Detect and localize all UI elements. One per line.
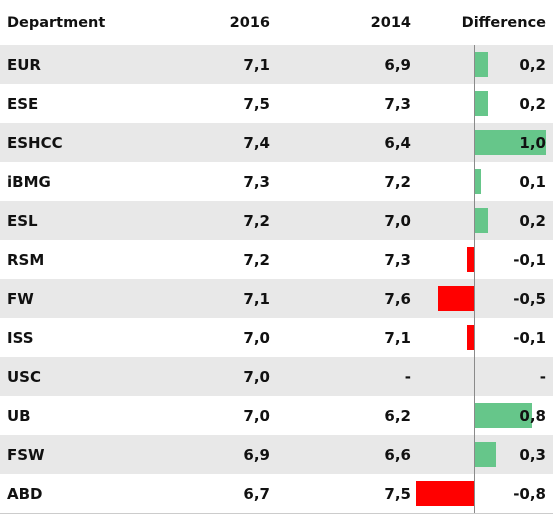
difference-bar-negative: [466, 247, 474, 272]
value-2016-cell: 6,7: [243, 484, 270, 503]
difference-cell: 1,0: [519, 133, 546, 152]
value-2014-cell: 7,3: [384, 94, 411, 113]
value-2014-cell: 7,5: [384, 484, 411, 503]
header-department: Department: [7, 14, 106, 31]
value-2014-cell: 7,0: [384, 211, 411, 230]
difference-bar-negative: [466, 325, 474, 350]
department-cell: ESE: [7, 94, 39, 113]
difference-bar-positive: [474, 442, 496, 467]
value-2016-cell: 7,2: [243, 211, 270, 230]
table-row: ESHCC 7,4 6,4 1,0: [0, 123, 553, 162]
department-cell: UB: [7, 406, 31, 425]
value-2016-cell: 7,4: [243, 133, 270, 152]
table-row: ISS 7,0 7,1 -0,1: [0, 318, 553, 357]
difference-cell: 0,2: [519, 211, 546, 230]
difference-cell: 0,1: [519, 172, 546, 191]
difference-cell: -0,8: [513, 484, 546, 503]
difference-cell: -0,1: [513, 250, 546, 269]
value-2016-cell: 7,5: [243, 94, 270, 113]
value-2014-cell: 6,6: [384, 445, 411, 464]
difference-cell: 0,8: [519, 406, 546, 425]
value-2016-cell: 7,2: [243, 250, 270, 269]
difference-bar-positive: [474, 91, 489, 116]
table-bottom-divider: [0, 513, 553, 514]
value-2014-cell: 6,4: [384, 133, 411, 152]
table-row: FW 7,1 7,6 -0,5: [0, 279, 553, 318]
value-2016-cell: 6,9: [243, 445, 270, 464]
value-2016-cell: 7,3: [243, 172, 270, 191]
difference-bar-negative: [416, 481, 474, 506]
header-2016: 2016: [229, 14, 270, 31]
department-cell: iBMG: [7, 172, 51, 191]
difference-bar-positive: [474, 52, 489, 77]
table-row: ESL 7,2 7,0 0,2: [0, 201, 553, 240]
department-cell: FSW: [7, 445, 45, 464]
header-difference: Difference: [461, 14, 546, 31]
department-cell: FW: [7, 289, 34, 308]
difference-bar-positive: [474, 169, 482, 194]
difference-zero-axis: [474, 45, 475, 513]
difference-cell: -0,5: [513, 289, 546, 308]
table-header-row: Department 2016 2014 Difference: [0, 0, 553, 45]
department-cell: RSM: [7, 250, 45, 269]
value-2014-cell: 7,6: [384, 289, 411, 308]
value-2014-cell: -: [404, 367, 411, 386]
difference-cell: 0,2: [519, 94, 546, 113]
header-2014: 2014: [370, 14, 411, 31]
value-2014-cell: 7,1: [384, 328, 411, 347]
table-row: iBMG 7,3 7,2 0,1: [0, 162, 553, 201]
value-2014-cell: 6,9: [384, 55, 411, 74]
department-cell: ESL: [7, 211, 38, 230]
value-2016-cell: 7,0: [243, 406, 270, 425]
table-row: ESE 7,5 7,3 0,2: [0, 84, 553, 123]
department-cell: ESHCC: [7, 133, 63, 152]
table-row: USC 7,0 - -: [0, 357, 553, 396]
difference-bar-positive: [474, 130, 546, 155]
value-2016-cell: 7,0: [243, 367, 270, 386]
difference-cell: 0,3: [519, 445, 546, 464]
difference-cell: -: [539, 367, 546, 386]
table-row: FSW 6,9 6,6 0,3: [0, 435, 553, 474]
department-cell: ABD: [7, 484, 43, 503]
difference-bar-positive: [474, 208, 489, 233]
value-2014-cell: 7,3: [384, 250, 411, 269]
difference-bar-negative: [438, 286, 474, 311]
value-2016-cell: 7,0: [243, 328, 270, 347]
department-cell: EUR: [7, 55, 41, 74]
value-2016-cell: 7,1: [243, 55, 270, 74]
difference-bar-positive: [474, 403, 532, 428]
value-2016-cell: 7,1: [243, 289, 270, 308]
value-2014-cell: 6,2: [384, 406, 411, 425]
department-cell: USC: [7, 367, 41, 386]
table-body: EUR 7,1 6,9 0,2 ESE 7,5 7,3 0,2 ESHCC 7,4 6,4 1,0 iB…: [0, 45, 553, 513]
table-row: RSM 7,2 7,3 -0,1: [0, 240, 553, 279]
table-row: EUR 7,1 6,9 0,2: [0, 45, 553, 84]
department-cell: ISS: [7, 328, 34, 347]
value-2014-cell: 7,2: [384, 172, 411, 191]
difference-cell: 0,2: [519, 55, 546, 74]
table-row: UB 7,0 6,2 0,8: [0, 396, 553, 435]
table-row: ABD 6,7 7,5 -0,8: [0, 474, 553, 513]
difference-cell: -0,1: [513, 328, 546, 347]
